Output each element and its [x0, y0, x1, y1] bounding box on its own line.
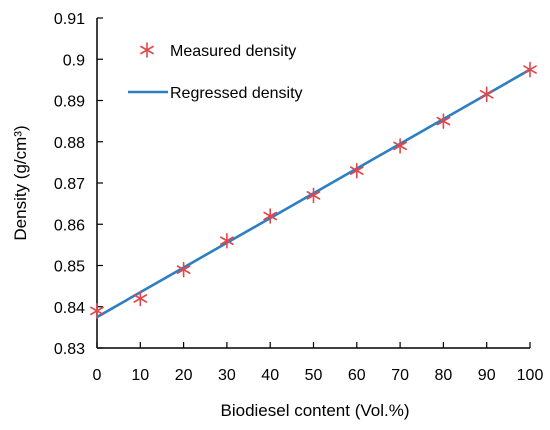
y-axis-title: Density (g/cm³) [11, 125, 30, 240]
y-tick-label: 0.9 [63, 52, 85, 69]
y-tick-label: 0.83 [54, 341, 85, 358]
legend-item-regressed: Regressed density [128, 85, 303, 102]
legend-label-measured: Measured density [170, 43, 296, 60]
measured-density-point [479, 86, 494, 103]
measured-density-point [349, 162, 364, 179]
measured-density-point [176, 261, 191, 278]
legend: Measured density Regressed density [128, 42, 303, 102]
plot-area [90, 61, 537, 319]
measured-density-point [393, 138, 407, 154]
x-tick-label: 10 [131, 367, 149, 384]
measured-density-point [306, 187, 321, 204]
x-tick-label: 60 [348, 367, 366, 384]
measured-density-point [523, 61, 537, 78]
y-tick-label: 0.89 [54, 94, 85, 111]
x-tick-label: 80 [435, 367, 453, 384]
measured-density-point [436, 113, 451, 129]
x-tick-label: 70 [391, 367, 409, 384]
y-tick-label: 0.86 [54, 217, 85, 234]
y-tick-label: 0.87 [54, 176, 85, 193]
x-tick-label: 20 [175, 367, 193, 384]
axes: 0.83 0.84 0.85 0.86 0.87 0.88 0.89 0.9 0.91 0 10 20… [54, 11, 544, 384]
y-tick-label: 0.91 [54, 11, 85, 28]
legend-asterisk [140, 42, 154, 58]
y-tick-label: 0.85 [54, 259, 85, 276]
measured-density-point [133, 290, 148, 307]
measured-density-point [90, 303, 104, 319]
legend-item-measured: Measured density [140, 42, 296, 60]
legend-asterisk-marker [140, 42, 154, 58]
y-tick-label: 0.88 [54, 135, 85, 152]
x-tick-label: 90 [478, 367, 496, 384]
x-tick-label: 100 [517, 367, 544, 384]
measured-density-point [220, 232, 234, 249]
x-tick-label: 30 [218, 367, 236, 384]
legend-label-regressed: Regressed density [170, 85, 303, 102]
measured-density-point [263, 208, 278, 224]
y-tick-label: 0.84 [54, 300, 85, 317]
x-tick-label: 40 [261, 367, 279, 384]
x-tick-label: 50 [305, 367, 323, 384]
x-tick-label: 0 [93, 367, 102, 384]
x-axis-title: Biodiesel content (Vol.%) [221, 401, 410, 420]
